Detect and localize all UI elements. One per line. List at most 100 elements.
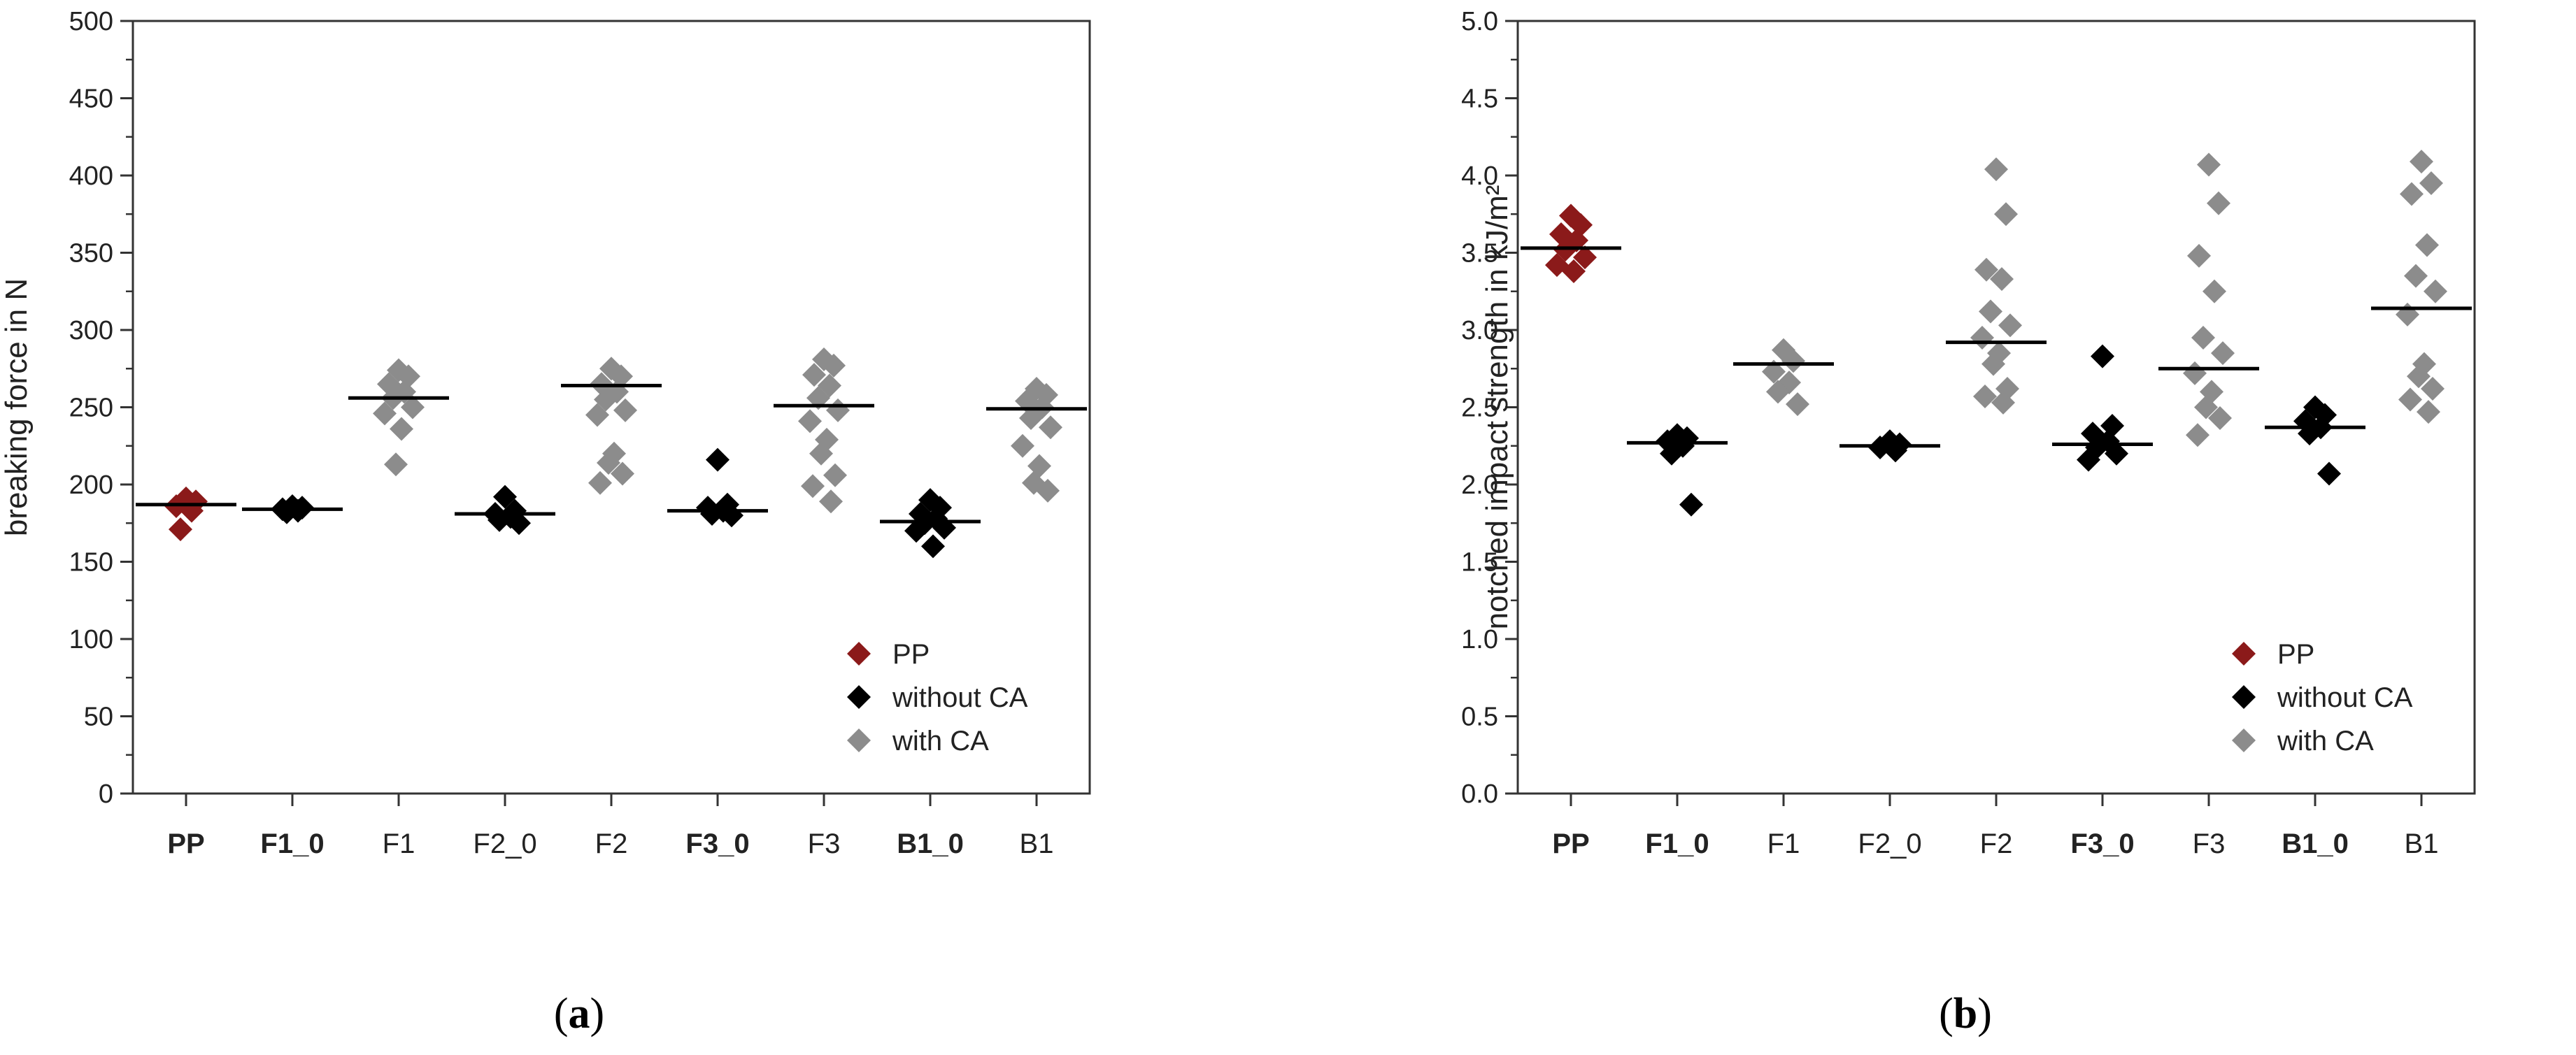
x-tick-label-f1-0: F1_0	[260, 828, 324, 859]
data-point-with-ca-b1	[2400, 182, 2424, 206]
y-tick-label: 4.0	[1461, 162, 1498, 191]
x-tick-label-f2-0: F2_0	[473, 828, 536, 859]
data-point-with-ca-f3	[823, 463, 847, 487]
y-tick-label: 1.0	[1461, 625, 1498, 654]
data-point-with-ca-f3	[798, 409, 822, 433]
data-point-with-ca-f2	[1970, 326, 1994, 350]
x-tick-label-f2: F2	[595, 828, 628, 859]
data-point-with-ca-b1	[2398, 387, 2422, 412]
data-point-with-ca-f3	[2207, 191, 2230, 215]
data-point-without-ca-f3-0	[706, 447, 730, 472]
data-point-with-ca-f2	[1998, 313, 2022, 338]
data-point-with-ca-f1	[373, 401, 397, 426]
x-tick-label-f2: F2	[1980, 828, 2013, 859]
data-point-with-ca-f2	[1984, 157, 2008, 182]
y-tick-label: 5.0	[1461, 7, 1498, 36]
data-point-with-ca-b1	[1036, 478, 1060, 503]
data-point-with-ca-f3	[2183, 361, 2207, 385]
legend-marker-without-ca	[847, 685, 871, 709]
y-tick-label: 2.0	[1461, 471, 1498, 500]
data-point-with-ca-f1	[1762, 359, 1786, 384]
x-tick-label-f3: F3	[2193, 828, 2226, 859]
data-point-with-ca-f3	[2211, 341, 2235, 366]
x-tick-label-f3: F3	[808, 828, 841, 859]
x-tick-label-f1-0: F1_0	[1645, 828, 1709, 859]
panel-caption-letter: b	[1954, 990, 1977, 1038]
y-tick-label: 2.5	[1461, 394, 1498, 423]
legend-label-pp: PP	[2277, 639, 2314, 670]
data-point-with-ca-f2	[1981, 352, 2005, 376]
data-point-with-ca-f3	[801, 474, 825, 498]
chart-panel-b: 0.0 0.5 1.0 1.5 2.0 2.5 3.0 3.5 4.0 4.5 5.0 PP F1_0 F…	[1461, 7, 2476, 1038]
y-tick-label: 300	[69, 316, 113, 345]
y-tick-label: 250	[69, 394, 113, 423]
data-point-with-ca-f2	[1991, 390, 2015, 415]
panel-caption: (a)	[554, 990, 604, 1038]
y-axis-title: notched impact strength in kJ/m²	[1480, 185, 1514, 630]
legend-marker-pp	[847, 642, 871, 666]
data-point-with-ca-f2	[1973, 385, 1997, 409]
legend-marker-pp	[2232, 642, 2256, 666]
data-point-with-ca-f2	[594, 387, 618, 412]
data-point-with-ca-b1	[2417, 400, 2440, 424]
x-tick-label-b1-0: B1_0	[897, 828, 964, 859]
y-tick-label: 0.0	[1461, 780, 1498, 809]
y-tick-label: 4.5	[1461, 85, 1498, 114]
data-point-with-ca-f3	[2186, 423, 2209, 447]
data-point-without-ca-f3-0	[700, 501, 724, 526]
y-tick-label: 450	[69, 85, 113, 114]
y-tick-label: 1.5	[1461, 548, 1498, 577]
data-point-with-ca-f1	[1786, 392, 1809, 417]
data-point-without-ca-f2-0	[507, 511, 531, 536]
y-tick-label: 100	[69, 625, 113, 654]
data-point-with-ca-b1	[2396, 302, 2419, 326]
data-point-with-ca-f1	[1766, 380, 1790, 404]
data-point-with-ca-b1	[2404, 264, 2428, 288]
legend-marker-with-ca	[2232, 729, 2256, 752]
x-tick-label-pp: PP	[167, 828, 204, 859]
panel-caption-letter: a	[569, 990, 590, 1038]
data-point-with-ca-f2	[1979, 299, 2002, 324]
x-tick-label-f3-0: F3_0	[685, 828, 749, 859]
data-point-with-ca-f3	[806, 386, 830, 410]
data-point-pp-pp	[169, 517, 192, 542]
data-point-with-ca-f3	[2191, 326, 2215, 350]
y-tick-label: 0	[99, 780, 113, 809]
data-point-pp-pp	[1562, 259, 1586, 284]
x-tick-label-b1: B1	[2405, 828, 2439, 859]
data-point-with-ca-f3	[2197, 152, 2221, 177]
data-point-with-ca-f2	[585, 403, 609, 427]
y-tick-label: 3.0	[1461, 316, 1498, 345]
y-axis-title: breaking force in N	[0, 278, 34, 536]
data-point-without-ca-f3-0	[2091, 344, 2114, 368]
legend-label-without-ca: without CA	[892, 682, 1028, 713]
data-point-without-ca-f3-0	[2105, 441, 2128, 466]
legend-label-without-ca: without CA	[2277, 682, 2413, 713]
y-tick-label: 0.5	[1461, 703, 1498, 732]
data-point-with-ca-b1	[1011, 433, 1034, 458]
data-point-with-ca-f2	[597, 451, 620, 475]
data-point-with-ca-f2	[1990, 267, 2014, 292]
y-tick-label: 500	[69, 7, 113, 36]
y-tick-label: 150	[69, 548, 113, 577]
data-point-without-ca-f3-0	[2077, 447, 2100, 472]
y-tick-label: 3.5	[1461, 239, 1498, 268]
legend-marker-with-ca	[847, 729, 871, 752]
x-tick-label-b1: B1	[1020, 828, 1054, 859]
data-point-with-ca-f3	[819, 489, 843, 514]
data-point-with-ca-f3	[802, 363, 826, 387]
legend-label-with-ca: with CA	[892, 726, 989, 756]
data-point-with-ca-f1	[384, 452, 408, 477]
data-point-with-ca-f1	[401, 395, 425, 419]
data-point-with-ca-f2	[611, 461, 634, 486]
y-tick-label: 400	[69, 162, 113, 191]
x-tick-label-f1: F1	[1767, 828, 1800, 859]
data-point-with-ca-b1	[1019, 406, 1043, 430]
data-point-with-ca-b1	[2407, 364, 2431, 389]
data-point-pp-pp	[1573, 245, 1597, 270]
data-point-with-ca-f3	[809, 441, 833, 466]
data-point-with-ca-f3	[2187, 243, 2211, 268]
plot-frame	[131, 20, 1091, 795]
data-point-without-ca-f1-0	[1660, 441, 1684, 466]
